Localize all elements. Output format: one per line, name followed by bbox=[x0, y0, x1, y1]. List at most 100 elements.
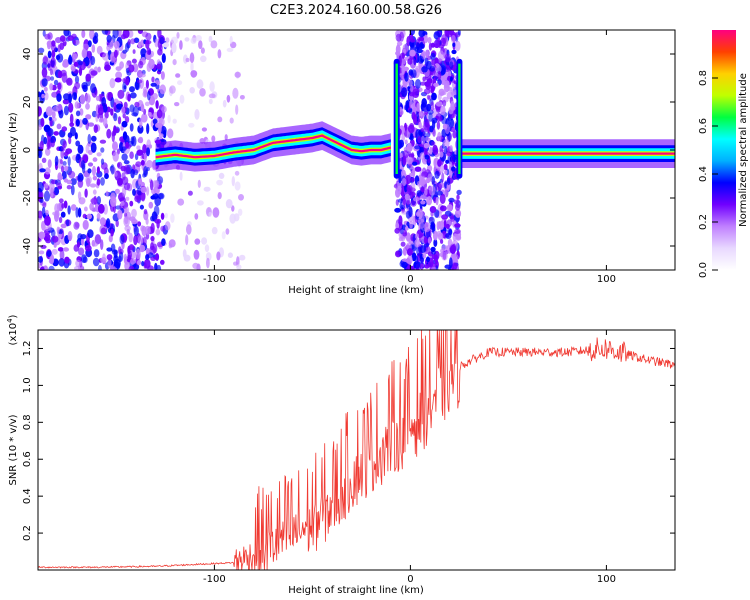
noise-blob bbox=[148, 144, 153, 149]
noise-blob bbox=[409, 49, 416, 57]
noise-blob bbox=[159, 84, 166, 95]
noise-blob bbox=[184, 37, 190, 42]
noise-blob bbox=[176, 32, 180, 39]
noise-blob bbox=[150, 82, 157, 87]
noise-blob bbox=[49, 68, 53, 76]
noise-blob bbox=[154, 180, 160, 189]
noise-blob bbox=[38, 106, 42, 117]
noise-blob bbox=[122, 49, 127, 54]
noise-blob bbox=[75, 140, 81, 147]
noise-blob bbox=[106, 128, 112, 139]
noise-blob bbox=[231, 176, 235, 187]
noise-blob bbox=[155, 253, 160, 261]
noise-blob bbox=[49, 254, 55, 265]
noise-blob bbox=[197, 179, 201, 188]
noise-blob bbox=[227, 252, 233, 258]
noise-blob bbox=[85, 114, 92, 120]
noise-blob bbox=[401, 261, 408, 269]
noise-blob bbox=[435, 182, 443, 192]
noise-blob bbox=[454, 223, 461, 228]
noise-blob bbox=[85, 93, 91, 104]
noise-blob bbox=[117, 177, 123, 186]
noise-blob bbox=[75, 118, 80, 127]
noise-blob bbox=[156, 63, 162, 70]
noise-blob bbox=[58, 216, 63, 223]
noise-blob bbox=[130, 136, 135, 145]
noise-blob bbox=[92, 175, 98, 181]
noise-blob bbox=[82, 219, 89, 230]
noise-blob bbox=[160, 259, 165, 265]
noise-blob bbox=[194, 238, 201, 245]
noise-blob bbox=[435, 101, 443, 107]
noise-blob bbox=[452, 42, 456, 48]
noise-blob bbox=[422, 76, 427, 82]
noise-blob bbox=[56, 226, 60, 234]
noise-blob bbox=[97, 264, 102, 270]
noise-blob bbox=[419, 112, 423, 117]
noise-blob bbox=[42, 202, 47, 208]
noise-blob bbox=[419, 175, 426, 185]
noise-blob bbox=[408, 124, 415, 134]
noise-blob bbox=[420, 187, 425, 193]
noise-blob bbox=[140, 159, 145, 166]
noise-blob bbox=[405, 226, 409, 231]
noise-blob bbox=[107, 257, 112, 269]
noise-blob bbox=[414, 238, 421, 248]
noise-blob bbox=[38, 231, 46, 240]
noise-blob bbox=[50, 44, 57, 52]
noise-blob bbox=[127, 39, 131, 45]
noise-blob bbox=[125, 141, 130, 149]
noise-blob bbox=[89, 30, 95, 40]
noise-blob bbox=[119, 234, 125, 245]
noise-blob bbox=[68, 136, 72, 145]
noise-blob bbox=[100, 147, 105, 153]
noise-blob bbox=[239, 254, 246, 261]
noise-blob bbox=[454, 209, 462, 218]
noise-blob bbox=[69, 122, 75, 127]
y-tick-label: 0.2 bbox=[22, 525, 33, 541]
noise-blob bbox=[61, 170, 67, 180]
noise-blob bbox=[146, 123, 150, 135]
noise-blob bbox=[404, 183, 408, 193]
noise-blob bbox=[47, 140, 52, 149]
noise-blob bbox=[70, 126, 76, 137]
noise-blob bbox=[395, 44, 401, 55]
noise-blob bbox=[101, 97, 107, 107]
noise-blob bbox=[424, 264, 430, 269]
noise-blob bbox=[211, 135, 216, 143]
noise-blob bbox=[129, 86, 135, 93]
y-tick-label: 1.0 bbox=[22, 377, 33, 393]
y-tick-label: 0.4 bbox=[22, 488, 33, 504]
noise-blob bbox=[226, 94, 231, 103]
noise-blob bbox=[89, 202, 94, 211]
noise-blob bbox=[177, 198, 185, 206]
snr-frame bbox=[37, 329, 676, 571]
noise-blob bbox=[155, 228, 161, 236]
noise-blob bbox=[189, 87, 195, 94]
noise-blob bbox=[99, 139, 107, 144]
noise-blob bbox=[182, 249, 187, 259]
noise-blob bbox=[77, 207, 82, 218]
noise-blob bbox=[408, 206, 413, 218]
noise-blob bbox=[110, 196, 117, 207]
noise-blob bbox=[60, 211, 66, 218]
noise-blob bbox=[48, 116, 52, 121]
noise-blob bbox=[58, 198, 64, 203]
snr-scale-exponent: 4 bbox=[6, 318, 14, 323]
noise-blob bbox=[143, 166, 149, 176]
colorbar-label: Normalized spectral amplitude bbox=[738, 73, 749, 227]
noise-blob bbox=[409, 57, 417, 69]
noise-blob bbox=[402, 150, 409, 159]
noise-blob bbox=[51, 50, 56, 58]
snr-panel: -100 0 100 0.2 0.4 0.6 0.8 1.0 1.2 Height of str… bbox=[6, 314, 676, 596]
noise-blob bbox=[77, 174, 81, 182]
noise-blob bbox=[79, 94, 86, 105]
noise-blob bbox=[438, 115, 443, 122]
y-tick-label: 1.2 bbox=[22, 341, 33, 357]
noise-blob bbox=[101, 30, 109, 35]
noise-blob bbox=[200, 55, 207, 63]
noise-blob bbox=[429, 65, 436, 72]
noise-blob bbox=[435, 265, 439, 270]
noise-blob bbox=[416, 102, 420, 112]
x-tick-label: 0 bbox=[407, 574, 413, 585]
